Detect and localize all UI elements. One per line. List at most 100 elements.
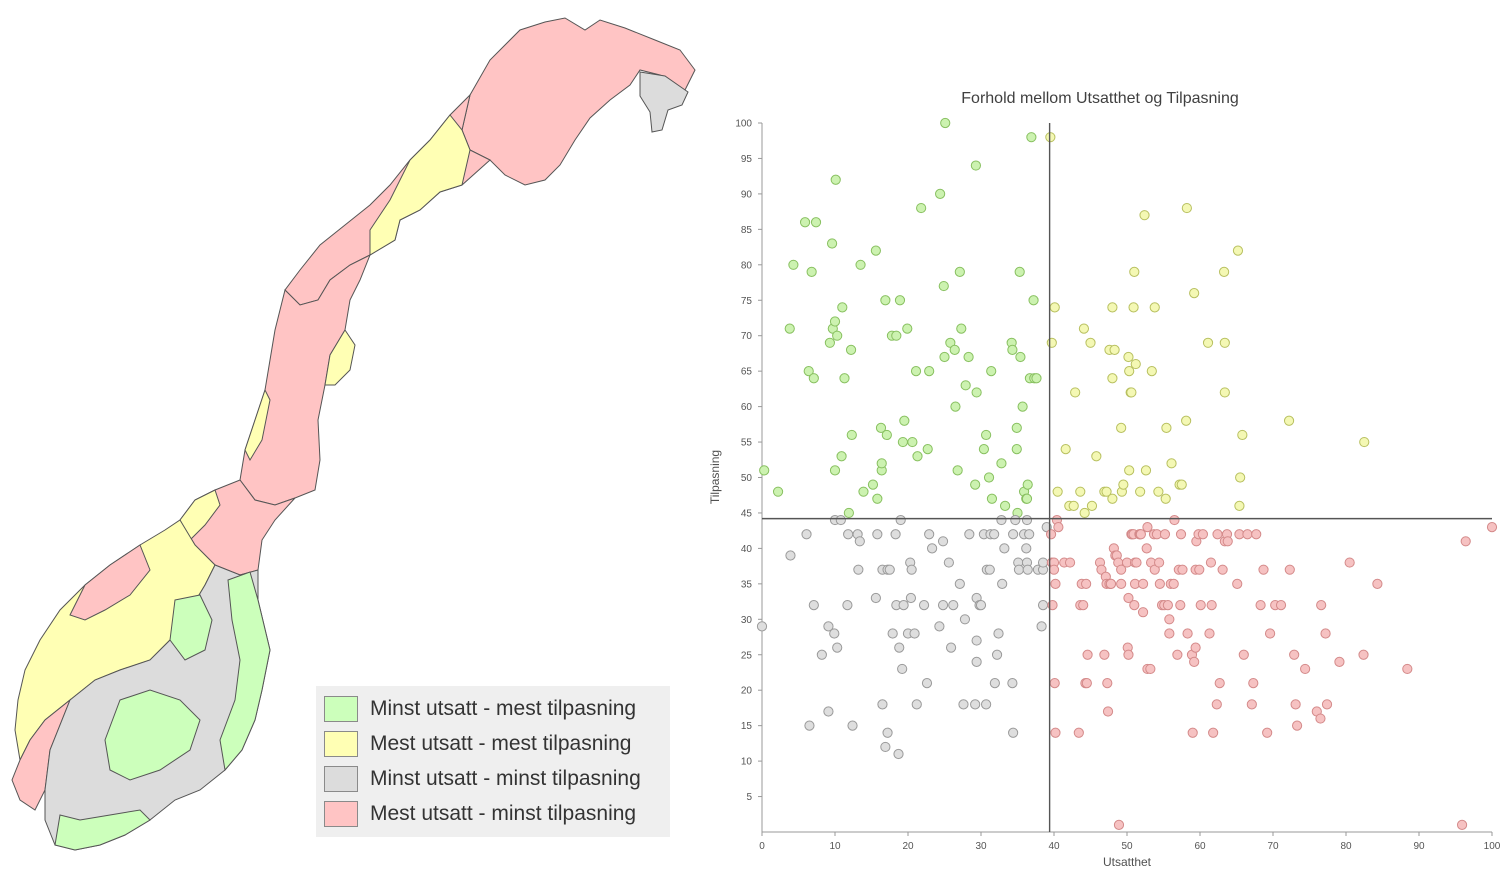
data-point-red [1164, 614, 1175, 625]
data-point-grey [898, 600, 909, 611]
legend-label-yellow: Mest utsatt - mest tilpasning [370, 732, 632, 755]
data-point-grey [1037, 600, 1049, 611]
data-point-green [880, 295, 891, 306]
data-point-red [1206, 600, 1217, 611]
y-tick-label: 35 [741, 579, 753, 590]
x-tick-label: 10 [829, 841, 841, 852]
map-region-east-finnmark [639, 71, 689, 133]
map-region-coast-west [244, 388, 271, 462]
data-point-grey [843, 529, 854, 540]
x-tick-label: 60 [1194, 841, 1206, 852]
data-point-red [1045, 529, 1057, 540]
data-point-green [759, 465, 770, 476]
data-point-grey [895, 514, 906, 526]
data-point-red [1358, 649, 1369, 660]
data-point-grey [808, 600, 819, 611]
data-point-red [1320, 628, 1331, 639]
data-point-grey [1013, 564, 1025, 575]
data-point-green [897, 436, 908, 448]
data-point-green [983, 472, 995, 483]
data-point-red [1232, 578, 1243, 589]
data-point-red [1321, 699, 1333, 710]
data-point-red [1137, 607, 1149, 618]
data-point-red [1195, 600, 1206, 611]
data-point-red [1189, 656, 1200, 667]
data-point-green [858, 486, 869, 497]
data-point-green [986, 493, 998, 504]
data-point-grey [893, 748, 904, 760]
legend-item-grey: Minst utsatt - minst tilpasning [324, 764, 641, 794]
data-point-grey [989, 678, 1000, 689]
data-point-red [1251, 529, 1262, 540]
data-point-red [1050, 578, 1061, 589]
data-point-green [832, 330, 843, 341]
data-point-red [1197, 529, 1209, 540]
data-point-grey [911, 699, 922, 710]
data-point-yellow [1091, 451, 1102, 462]
data-point-grey [842, 600, 853, 611]
data-point-red [1082, 649, 1093, 660]
data-point-green [830, 174, 841, 185]
data-point-grey [984, 564, 995, 575]
data-point-grey [1010, 514, 1021, 526]
data-point-red [1102, 706, 1114, 717]
data-point-red [1372, 578, 1383, 589]
data-point-grey [847, 720, 858, 731]
data-point-grey [1007, 678, 1018, 689]
legend-swatch-green [324, 696, 358, 722]
data-point-green [772, 486, 784, 497]
data-point-green [1021, 493, 1033, 504]
data-point-yellow [1181, 202, 1192, 214]
data-point-green [1028, 295, 1039, 306]
data-point-red [1190, 642, 1201, 653]
data-point-red [1116, 564, 1127, 575]
data-point-green [956, 323, 967, 334]
data-point-grey [954, 578, 965, 589]
data-point-grey [894, 642, 905, 653]
data-point-yellow [1359, 436, 1370, 448]
data-point-green [843, 507, 854, 519]
map-region-west-red-2 [69, 544, 151, 621]
data-point-yellow [1219, 337, 1230, 348]
data-point-red [1142, 522, 1153, 533]
data-point-green [1014, 266, 1025, 277]
data-point-green [808, 373, 819, 384]
y-tick-label: 40 [741, 544, 753, 555]
data-point-yellow [1078, 323, 1090, 334]
data-point-green [872, 493, 883, 504]
data-point-green [950, 401, 961, 412]
data-point-red [1275, 600, 1287, 611]
norway-municipality-map [11, 17, 696, 851]
data-point-green [910, 366, 922, 377]
data-point-red [1205, 557, 1217, 568]
data-point-yellow [1070, 387, 1081, 398]
y-tick-label: 10 [741, 757, 753, 768]
data-point-grey [934, 621, 945, 632]
y-tick-label: 30 [741, 615, 753, 626]
map-region-nordland-yellow [324, 329, 356, 386]
data-point-yellow [1124, 465, 1135, 476]
data-point-grey [937, 536, 949, 547]
norway-map-panel: Minst utsatt - mest tilpasning Mest utsa… [0, 0, 700, 877]
data-point-green [829, 465, 841, 476]
data-point-red [1486, 522, 1498, 533]
legend-item-green: Minst utsatt - mest tilpasning [324, 694, 636, 724]
legend-label-red: Mest utsatt - minst tilpasning [370, 802, 637, 825]
data-point-green [829, 316, 841, 327]
data-point-green [803, 366, 814, 377]
data-point-grey [884, 564, 895, 575]
data-point-yellow [1153, 486, 1164, 497]
data-point-green [971, 387, 982, 398]
data-point-green [1031, 373, 1042, 384]
data-point-yellow [1166, 458, 1177, 469]
y-tick-label: 80 [741, 260, 753, 271]
map-region-inland-green [169, 594, 213, 661]
data-point-red [1291, 720, 1303, 731]
data-point-grey [997, 578, 1008, 589]
y-tick-label: 75 [741, 296, 753, 307]
data-point-red [1255, 600, 1266, 611]
legend-swatch-red [324, 801, 358, 827]
data-point-red [1073, 727, 1084, 738]
data-point-yellow [1129, 266, 1140, 277]
data-point-green [824, 337, 835, 348]
